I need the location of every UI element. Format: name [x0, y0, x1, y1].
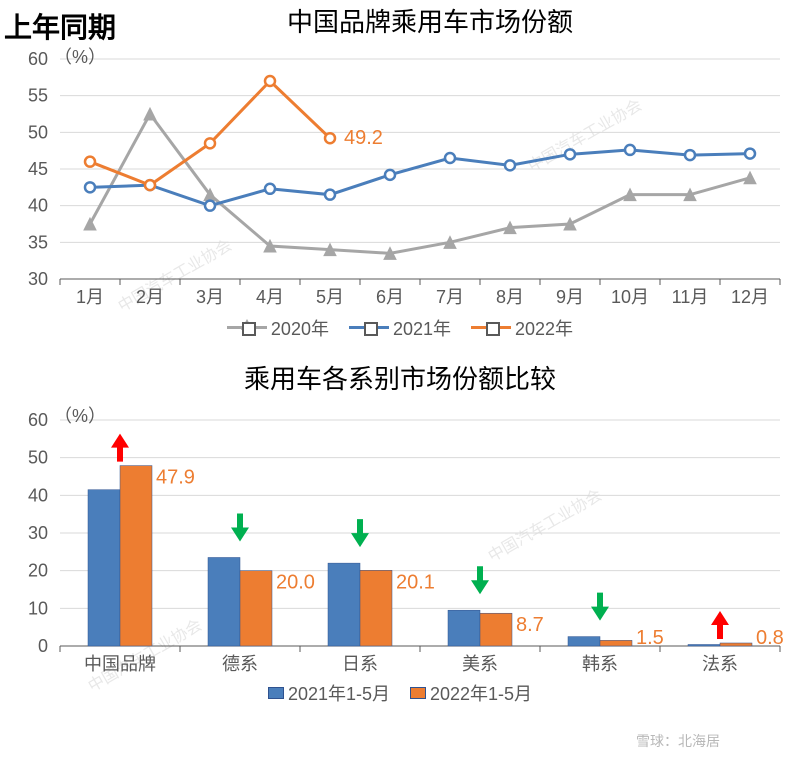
- svg-text:5月: 5月: [316, 287, 344, 307]
- svg-text:8月: 8月: [496, 287, 524, 307]
- svg-text:20.0: 20.0: [276, 571, 315, 593]
- bar-y-unit: （%）: [54, 402, 106, 428]
- bar: [88, 489, 120, 645]
- svg-text:10月: 10月: [611, 287, 649, 307]
- svg-text:日系: 日系: [342, 654, 378, 674]
- svg-text:47.9: 47.9: [156, 466, 195, 488]
- svg-text:7月: 7月: [436, 287, 464, 307]
- svg-text:35: 35: [28, 232, 48, 252]
- svg-text:60: 60: [28, 410, 48, 430]
- bar-chart-legend: 2021年1-5月 2022年1-5月: [0, 680, 800, 706]
- svg-text:0: 0: [38, 636, 48, 656]
- footer-source: 雪球：北海居: [636, 731, 720, 751]
- svg-text:40: 40: [28, 485, 48, 505]
- svg-text:1.5: 1.5: [636, 627, 664, 649]
- legend-item: 2021年: [349, 315, 451, 341]
- svg-text:9月: 9月: [556, 287, 584, 307]
- legend-item: 2022年: [471, 315, 573, 341]
- legend-item: 2022年1-5月: [410, 680, 532, 706]
- svg-text:55: 55: [28, 86, 48, 106]
- svg-text:20: 20: [28, 560, 48, 580]
- svg-text:10: 10: [28, 598, 48, 618]
- bar: [448, 610, 480, 646]
- bar: [480, 613, 512, 646]
- svg-text:49.2: 49.2: [344, 127, 383, 149]
- bar: [688, 644, 720, 646]
- svg-text:3月: 3月: [196, 287, 224, 307]
- bar: [120, 465, 152, 645]
- svg-text:韩系: 韩系: [582, 654, 618, 674]
- svg-text:1月: 1月: [76, 287, 104, 307]
- legend-item: 2021年1-5月: [268, 680, 390, 706]
- svg-text:6月: 6月: [376, 287, 404, 307]
- svg-text:40: 40: [28, 196, 48, 216]
- svg-text:中国品牌: 中国品牌: [84, 654, 156, 674]
- bar-chart: 0 10 20 30 40 50 60 中国品牌 47.9 德系 20.0 日系 20.1 美系 8.7 韩系…: [0, 396, 800, 676]
- svg-text:50: 50: [28, 447, 48, 467]
- svg-text:4月: 4月: [256, 287, 284, 307]
- bar: [360, 570, 392, 646]
- svg-text:8.7: 8.7: [516, 614, 544, 636]
- svg-text:20.1: 20.1: [396, 571, 435, 593]
- svg-text:美系: 美系: [462, 654, 498, 674]
- line-y-unit: （%）: [54, 43, 106, 69]
- svg-text:60: 60: [28, 49, 48, 69]
- bar: [240, 570, 272, 645]
- line-chart-title: 中国品牌乘用车市场份额: [60, 2, 800, 39]
- svg-text:2月: 2月: [136, 287, 164, 307]
- line-chart: 30 35 40 45 50 55 60 1月 2月 3月 4月 5月 6月 7月 8月 9月 10月 11月 12…: [0, 39, 800, 309]
- svg-text:11月: 11月: [672, 287, 709, 307]
- svg-text:50: 50: [28, 122, 48, 142]
- svg-text:法系: 法系: [702, 654, 738, 674]
- bar: [208, 557, 240, 646]
- svg-text:45: 45: [28, 159, 48, 179]
- bar: [600, 640, 632, 646]
- bar: [720, 642, 752, 645]
- svg-text:12月: 12月: [731, 287, 769, 307]
- svg-text:德系: 德系: [222, 654, 258, 674]
- svg-text:0.8: 0.8: [756, 627, 784, 649]
- bar: [568, 636, 600, 645]
- bar-chart-title: 乘用车各系别市场份额比较: [0, 359, 800, 396]
- line-chart-legend: 2020年 2021年 2022年: [0, 313, 800, 341]
- svg-text:30: 30: [28, 523, 48, 543]
- svg-text:30: 30: [28, 269, 48, 289]
- legend-item: 2020年: [227, 315, 329, 341]
- bar: [328, 563, 360, 646]
